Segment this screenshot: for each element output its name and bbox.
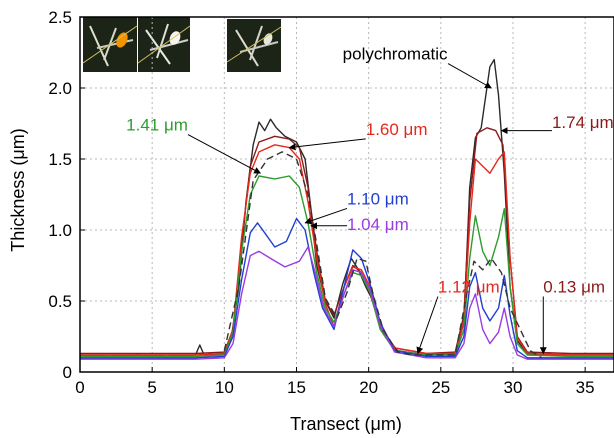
annotation-label-1: 1.41 μm <box>126 116 188 135</box>
y-tick-label: 2.0 <box>48 79 72 98</box>
y-tick-label: 1.5 <box>48 150 72 169</box>
x-tick-label: 25 <box>431 378 450 397</box>
plot-frame <box>79 16 614 373</box>
x-tick-label: 35 <box>576 378 595 397</box>
annotation-label-6: 1.12 μm <box>438 277 500 296</box>
annotation-label-3: 1.74 μm <box>552 113 614 132</box>
annotation-label-4: 1.10 μm <box>347 189 409 208</box>
x-tick-label: 20 <box>359 378 378 397</box>
inset-thumbnails <box>82 17 282 72</box>
y-tick-label: 1.0 <box>48 221 72 240</box>
x-tick-label: 5 <box>147 378 156 397</box>
series-line-1 <box>80 127 614 355</box>
annotation-arrows <box>187 63 552 355</box>
x-axis-ticks: 0 5 10 15 20 25 30 35 <box>75 367 595 397</box>
x-axis-label: Transect (μm) <box>290 414 402 434</box>
annotation-label-2: 1.60 μm <box>366 120 428 139</box>
annotation-arrow-4 <box>304 207 348 225</box>
annotation-label-5: 1.04 μm <box>347 215 409 234</box>
annotation-arrow-2 <box>288 138 366 151</box>
x-tick-label: 30 <box>504 378 523 397</box>
series-line-5 <box>80 246 614 360</box>
annotation-label-0: polychromatic <box>343 45 448 64</box>
series-group <box>79 58 614 360</box>
annotation-labels: polychromatic 1.41 μm 1.60 μm 1.74 μm 1.10 μ… <box>126 45 614 297</box>
x-tick-label: 10 <box>215 378 234 397</box>
thumbnail-3 <box>226 19 282 72</box>
annotation-label-7: 0.13 μm <box>543 277 605 296</box>
thumbnail-1 <box>82 17 138 72</box>
series-line-4 <box>80 217 614 359</box>
thumbnail-2 <box>137 17 191 72</box>
annotation-arrow-1 <box>187 134 262 174</box>
series-line-2 <box>80 144 614 356</box>
x-tick-label: 0 <box>75 378 84 397</box>
annotation-arrow-0 <box>447 63 492 89</box>
y-tick-label: 0.5 <box>48 292 72 311</box>
y-axis-ticks: 0 0.5 1.0 1.5 2.0 2.5 <box>48 8 85 382</box>
y-tick-label: 2.5 <box>48 8 72 27</box>
x-tick-label: 15 <box>287 378 306 397</box>
series-line-3 <box>80 175 614 358</box>
series-line-6 <box>223 151 543 359</box>
y-tick-label: 0 <box>63 363 72 382</box>
y-axis-label: Thickness (μm) <box>8 128 28 251</box>
annotation-arrow-6 <box>416 296 439 355</box>
